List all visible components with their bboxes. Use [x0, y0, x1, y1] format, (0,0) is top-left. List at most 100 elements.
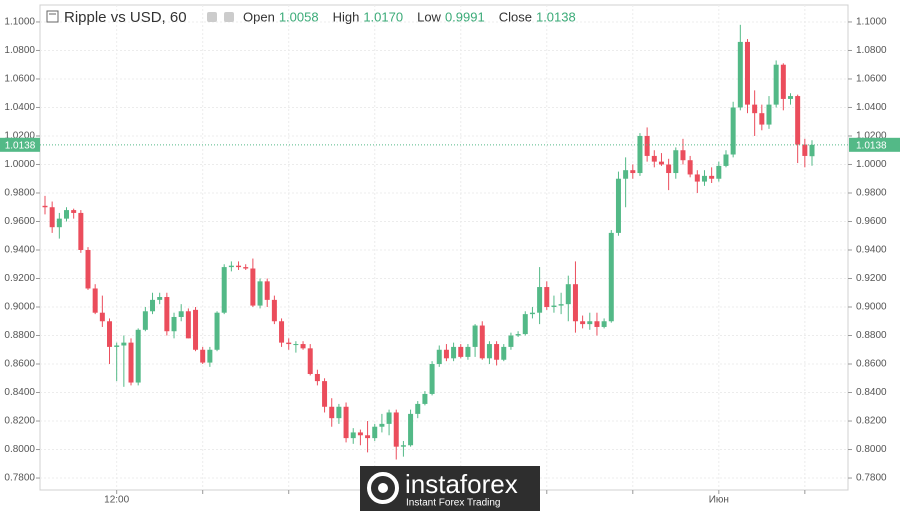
- chart-title: Ripple vs USD, 60: [64, 9, 187, 26]
- candle-body: [644, 135, 650, 156]
- candle-body: [601, 321, 607, 327]
- y-tick-label: 1.0200: [4, 131, 35, 142]
- candle-body: [565, 284, 571, 305]
- candle-body: [802, 144, 808, 156]
- candle-body: [379, 423, 385, 427]
- candle-body: [264, 281, 270, 300]
- candle-body: [135, 329, 141, 383]
- candle-body: [164, 297, 170, 332]
- candle-body: [580, 321, 586, 325]
- last-price-box: [849, 137, 900, 152]
- y2-tick-label: 0.8000: [856, 444, 887, 455]
- y-tick-label: 0.9800: [4, 188, 35, 199]
- y-tick-label: 0.9000: [4, 302, 35, 313]
- candle-body: [336, 406, 342, 419]
- candle-body: [400, 445, 406, 447]
- candle-body: [193, 309, 199, 350]
- candle-body: [150, 299, 156, 312]
- y2-tick-label: 0.9200: [856, 273, 887, 284]
- candle-body: [666, 164, 672, 174]
- candle-body: [651, 155, 657, 162]
- candle-body: [286, 342, 292, 345]
- candle-body: [486, 344, 492, 359]
- y2-tick-label: 1.0000: [856, 159, 887, 170]
- candle-body: [178, 311, 184, 317]
- candle-body: [157, 297, 163, 300]
- candle-body: [85, 249, 91, 289]
- candle-body: [307, 348, 313, 374]
- candle-body: [415, 403, 421, 414]
- candle-body: [408, 413, 414, 446]
- y-tick-label: 0.9200: [4, 273, 35, 284]
- candle-body: [314, 373, 320, 382]
- candle-body: [773, 64, 779, 105]
- y-tick-label: 0.8800: [4, 330, 35, 341]
- candle-body: [680, 150, 686, 161]
- candle-body: [537, 287, 543, 313]
- candle-body: [572, 284, 578, 322]
- candle-body: [250, 268, 256, 306]
- candle-body: [795, 96, 801, 145]
- candle-body: [694, 174, 700, 182]
- candle-body: [551, 305, 557, 308]
- watermark-tagline: Instant Forex Trading: [406, 498, 501, 509]
- eye-icon[interactable]: [207, 12, 217, 22]
- y2-tick-label: 0.9400: [856, 245, 887, 256]
- field-label: Open: [243, 9, 275, 24]
- candle-body: [716, 165, 722, 179]
- candle-body: [142, 311, 148, 330]
- candle-body: [329, 406, 335, 419]
- y2-tick-label: 0.8200: [856, 416, 887, 427]
- candles: [42, 24, 815, 460]
- candle-body: [429, 364, 435, 394]
- field-value: 1.0170: [363, 9, 403, 24]
- candle-body: [99, 312, 105, 322]
- settings-icon[interactable]: [224, 12, 234, 22]
- candle-body: [78, 212, 84, 250]
- y2-tick-label: 0.8800: [856, 330, 887, 341]
- candle-body: [752, 104, 758, 114]
- candle-body: [558, 304, 564, 306]
- y-tick-label: 0.8400: [4, 387, 35, 398]
- y-tick-label: 0.7800: [4, 473, 35, 484]
- candle-body: [501, 346, 507, 360]
- y-tick-label: 0.8600: [4, 359, 35, 370]
- x-tick-label: Июн: [709, 495, 729, 506]
- candle-body: [759, 113, 765, 125]
- candle-body: [458, 346, 464, 357]
- y2-tick-label: 1.0800: [856, 45, 887, 56]
- candle-body: [544, 287, 550, 308]
- watermark-logo: [367, 472, 399, 504]
- candle-body: [723, 154, 729, 166]
- candle-body: [357, 432, 363, 436]
- candle-body: [422, 393, 428, 404]
- candle-body: [56, 218, 62, 228]
- candle-body: [766, 104, 772, 125]
- y2-tick-label: 0.8600: [856, 359, 887, 370]
- candle-body: [658, 161, 664, 165]
- candle-body: [300, 344, 306, 349]
- candle-body: [744, 41, 750, 105]
- candle-body: [121, 342, 127, 346]
- candle-body: [185, 311, 191, 339]
- watermark: instaforex Instant Forex Trading: [360, 466, 540, 511]
- candle-body: [214, 312, 220, 350]
- y-tick-label: 1.0800: [4, 45, 35, 56]
- candle-body: [207, 349, 213, 363]
- candle-body: [673, 150, 679, 174]
- y2-tick-label: 0.9600: [856, 216, 887, 227]
- y2-tick-label: 0.9800: [856, 188, 887, 199]
- candle-body: [350, 432, 356, 439]
- candle-body: [372, 426, 378, 439]
- last-price-label: 1.0138: [856, 140, 887, 151]
- y-tick-label: 0.8200: [4, 416, 35, 427]
- y-tick-label: 1.0400: [4, 102, 35, 113]
- candle-body: [780, 64, 786, 99]
- candle-body: [279, 321, 285, 343]
- header: Ripple vs USD, 60 Open 1.0058 High 1.0170 Lo…: [46, 9, 576, 26]
- candle-body: [171, 316, 177, 332]
- candle-body: [107, 321, 113, 347]
- candle-body: [128, 342, 134, 383]
- candle-body: [608, 232, 614, 322]
